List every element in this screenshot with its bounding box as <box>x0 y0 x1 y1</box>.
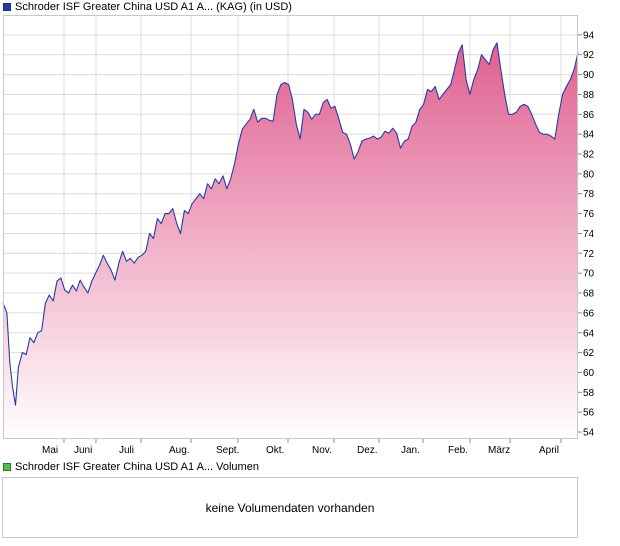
y-tick-label: 68 <box>583 289 595 300</box>
y-tick-label: 92 <box>583 50 595 61</box>
y-tick-label: 56 <box>583 408 595 419</box>
y-tick-label: 80 <box>583 169 595 180</box>
y-tick-label: 70 <box>583 269 595 280</box>
y-tick-label: 76 <box>583 209 595 220</box>
y-tick-label: 66 <box>583 308 595 319</box>
x-tick-label: März <box>488 445 510 456</box>
x-tick-label: Juni <box>74 445 92 456</box>
plot-frame <box>3 15 578 439</box>
y-tick-label: 74 <box>583 229 595 240</box>
y-tick-label: 60 <box>583 368 595 379</box>
y-tick-label: 54 <box>583 428 595 439</box>
x-tick-label: Sept. <box>216 445 239 456</box>
price-legend-label: Schroder ISF Greater China USD A1 A... (… <box>15 1 292 13</box>
volume-legend: Schroder ISF Greater China USD A1 A... V… <box>2 460 259 474</box>
x-tick-label: April <box>539 445 559 456</box>
y-tick-label: 58 <box>583 388 595 399</box>
volume-panel: keine Volumendaten vorhanden <box>2 477 578 538</box>
y-tick-label: 82 <box>583 150 595 161</box>
y-tick-label: 90 <box>583 70 595 81</box>
price-legend-swatch <box>3 3 11 11</box>
x-tick-label: Nov. <box>312 445 332 456</box>
y-tick-label: 62 <box>583 348 595 359</box>
y-tick-label: 84 <box>583 130 595 141</box>
x-tick-label: Okt. <box>266 445 284 456</box>
x-tick-label: Feb. <box>448 445 468 456</box>
y-tick-label: 86 <box>583 110 595 121</box>
y-tick-label: 78 <box>583 189 595 200</box>
volume-legend-label: Schroder ISF Greater China USD A1 A... V… <box>15 461 259 473</box>
y-tick-label: 64 <box>583 328 595 339</box>
y-tick-label: 88 <box>583 90 595 101</box>
x-tick-label: Jan. <box>401 445 420 456</box>
volume-empty-message: keine Volumendaten vorhanden <box>205 501 375 515</box>
x-tick-label: Aug. <box>169 445 190 456</box>
x-tick-label: Mai <box>42 445 58 456</box>
price-legend: Schroder ISF Greater China USD A1 A... (… <box>2 0 292 14</box>
y-tick-label: 72 <box>583 249 595 260</box>
price-area <box>3 42 578 440</box>
volume-legend-swatch <box>3 463 11 471</box>
x-tick-label: Juli <box>119 445 134 456</box>
price-chart: 54 56 58 60 62 64 66 68 70 72 74 76 78 80 82 84 86 88 90 92… <box>2 15 595 456</box>
y-tick-label: 94 <box>583 30 595 41</box>
x-tick-label: Dez. <box>357 445 378 456</box>
price-line <box>2 42 579 406</box>
